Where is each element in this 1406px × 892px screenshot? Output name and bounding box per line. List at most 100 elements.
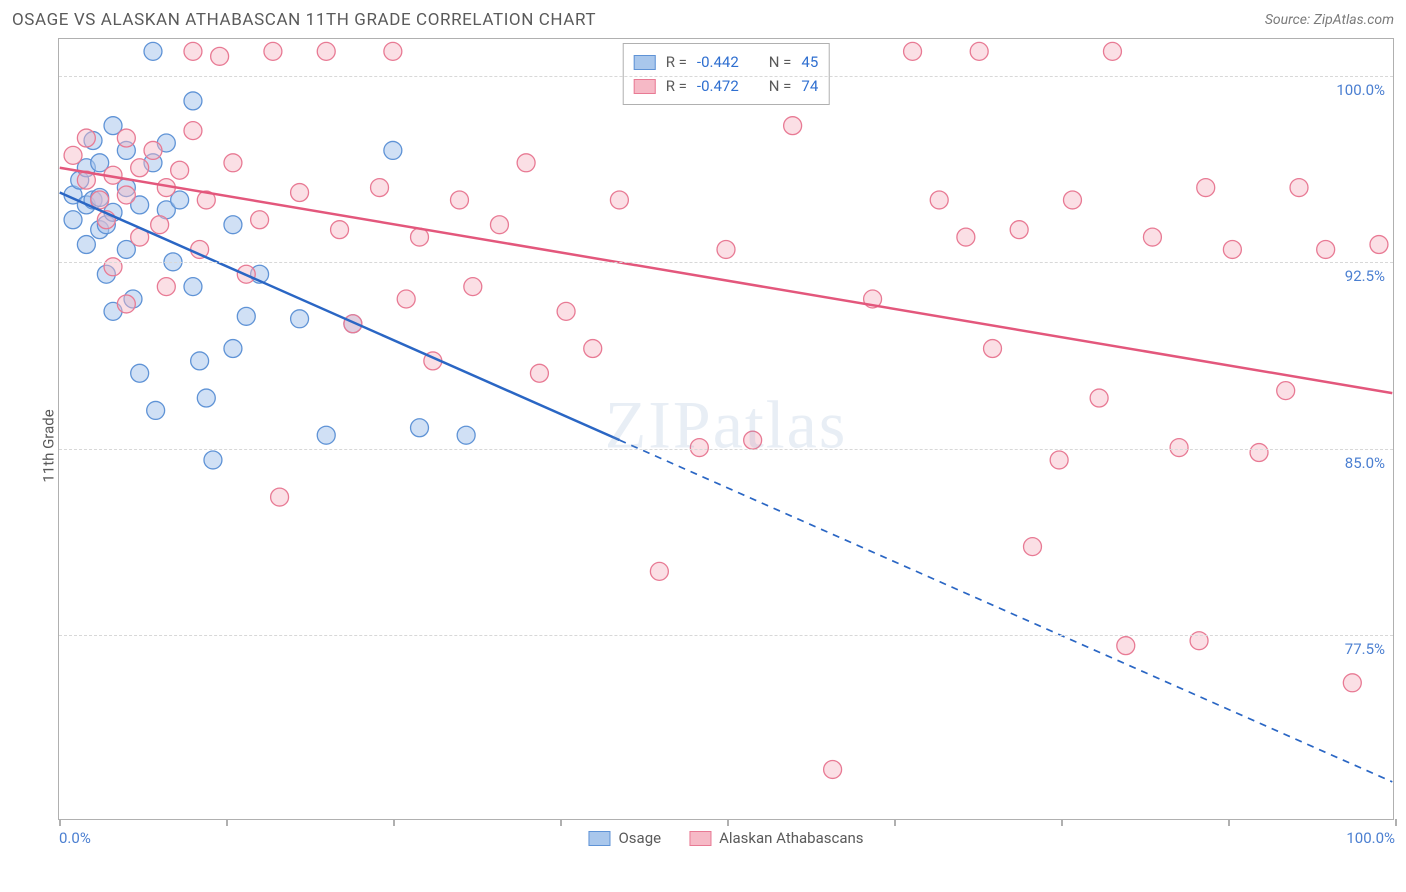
data-point bbox=[77, 129, 95, 147]
data-point bbox=[251, 211, 269, 229]
data-point bbox=[1250, 444, 1268, 462]
data-point bbox=[224, 340, 242, 358]
y-tick-label: 92.5% bbox=[1345, 267, 1385, 285]
data-point bbox=[1024, 538, 1042, 556]
data-point bbox=[104, 258, 122, 276]
gridline bbox=[59, 449, 1393, 450]
data-point bbox=[1370, 236, 1388, 254]
legend-item-osage: Osage bbox=[588, 829, 661, 847]
data-point bbox=[650, 562, 668, 580]
y-tick-label: 100.0% bbox=[1336, 81, 1385, 99]
data-point bbox=[397, 290, 415, 308]
stats-legend: R = -0.442 N = 45 R = -0.472 N = 74 bbox=[623, 43, 830, 105]
data-point bbox=[117, 129, 135, 147]
y-tick-label: 77.5% bbox=[1345, 640, 1385, 658]
chart-source: Source: ZipAtlas.com bbox=[1265, 12, 1394, 28]
data-point bbox=[1343, 674, 1361, 692]
data-point bbox=[1143, 228, 1161, 246]
swatch-athabascan-icon bbox=[689, 831, 711, 846]
data-point bbox=[184, 278, 202, 296]
data-point bbox=[1197, 179, 1215, 197]
data-point bbox=[131, 159, 149, 177]
y-tick-label: 85.0% bbox=[1345, 454, 1385, 472]
data-point bbox=[690, 439, 708, 457]
stats-row-athabascan: R = -0.472 N = 74 bbox=[634, 74, 819, 98]
data-point bbox=[117, 295, 135, 313]
data-point bbox=[490, 216, 508, 234]
data-point bbox=[457, 426, 475, 444]
data-point bbox=[384, 141, 402, 159]
x-tick bbox=[560, 819, 562, 826]
data-point bbox=[64, 211, 82, 229]
data-point bbox=[451, 191, 469, 209]
data-point bbox=[271, 488, 289, 506]
data-point bbox=[984, 340, 1002, 358]
data-point bbox=[784, 117, 802, 135]
data-point bbox=[1223, 240, 1241, 258]
data-point bbox=[184, 42, 202, 60]
data-point bbox=[291, 310, 309, 328]
data-point bbox=[197, 389, 215, 407]
data-point bbox=[144, 141, 162, 159]
data-point bbox=[1090, 389, 1108, 407]
data-point bbox=[970, 42, 988, 60]
data-point bbox=[1277, 382, 1295, 400]
data-point bbox=[317, 426, 335, 444]
chart-title: OSAGE VS ALASKAN ATHABASCAN 11TH GRADE C… bbox=[12, 10, 596, 30]
x-tick-label: 0.0% bbox=[59, 829, 91, 847]
data-point bbox=[1063, 191, 1081, 209]
x-tick bbox=[1228, 819, 1230, 826]
data-point bbox=[204, 451, 222, 469]
data-point bbox=[1103, 42, 1121, 60]
swatch-athabascan bbox=[634, 79, 656, 94]
data-point bbox=[1050, 451, 1068, 469]
data-point bbox=[157, 278, 175, 296]
swatch-osage-icon bbox=[588, 831, 610, 846]
data-point bbox=[1117, 637, 1135, 655]
data-point bbox=[171, 161, 189, 179]
data-point bbox=[517, 154, 535, 172]
data-point bbox=[191, 352, 209, 370]
data-point bbox=[904, 42, 922, 60]
data-point bbox=[117, 186, 135, 204]
data-point bbox=[224, 154, 242, 172]
gridline bbox=[59, 76, 1393, 77]
data-point bbox=[1290, 179, 1308, 197]
x-tick bbox=[1061, 819, 1063, 826]
x-tick bbox=[59, 819, 61, 826]
data-point bbox=[584, 340, 602, 358]
x-tick bbox=[894, 819, 896, 826]
chart-header: OSAGE VS ALASKAN ATHABASCAN 11TH GRADE C… bbox=[0, 0, 1406, 38]
x-tick bbox=[727, 819, 729, 826]
data-point bbox=[557, 302, 575, 320]
data-point bbox=[317, 42, 335, 60]
gridline bbox=[59, 262, 1393, 263]
chart-area: ZIPatlas R = -0.442 N = 45 R = -0.472 N … bbox=[58, 38, 1394, 820]
trend-line-extrapolated bbox=[619, 440, 1392, 782]
y-axis-label: 11th Grade bbox=[40, 409, 58, 482]
stats-row-osage: R = -0.442 N = 45 bbox=[634, 50, 819, 74]
data-point bbox=[224, 216, 242, 234]
data-point bbox=[384, 42, 402, 60]
data-point bbox=[264, 42, 282, 60]
x-tick bbox=[393, 819, 395, 826]
data-point bbox=[131, 364, 149, 382]
data-point bbox=[147, 401, 165, 419]
data-point bbox=[530, 364, 548, 382]
data-point bbox=[291, 184, 309, 202]
data-point bbox=[1010, 221, 1028, 239]
data-point bbox=[717, 240, 735, 258]
x-tick-label: 100.0% bbox=[1346, 829, 1395, 847]
data-point bbox=[1317, 240, 1335, 258]
data-point bbox=[237, 307, 255, 325]
data-point bbox=[77, 236, 95, 254]
swatch-osage bbox=[634, 55, 656, 70]
data-point bbox=[610, 191, 628, 209]
data-point bbox=[744, 431, 762, 449]
data-point bbox=[411, 419, 429, 437]
data-point bbox=[957, 228, 975, 246]
x-tick bbox=[226, 819, 228, 826]
data-point bbox=[930, 191, 948, 209]
data-point bbox=[144, 42, 162, 60]
data-point bbox=[1170, 439, 1188, 457]
